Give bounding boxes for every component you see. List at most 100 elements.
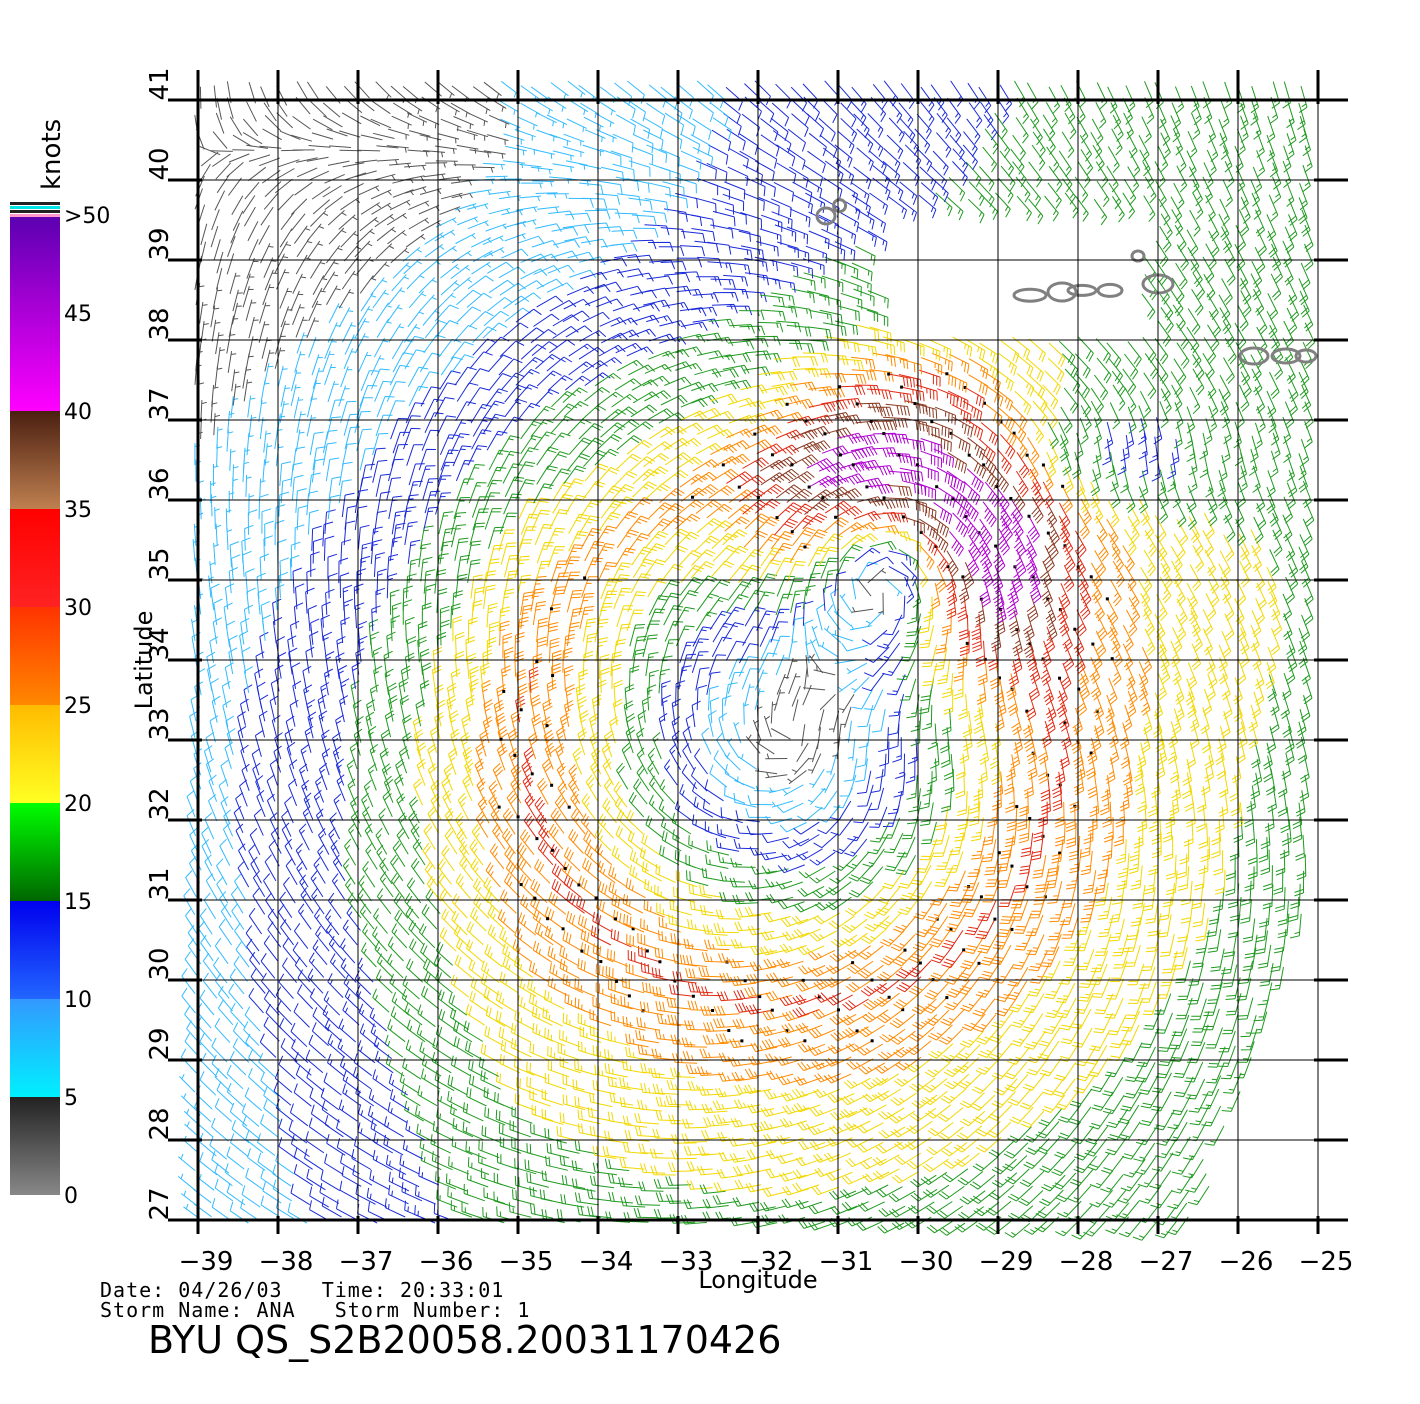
rain-flag-marker [1047,532,1050,535]
wind-barb [502,210,523,215]
wind-barb [808,788,825,805]
wind-barb [729,149,748,169]
wind-barb [1009,994,1030,1013]
wind-barb [819,389,845,398]
wind-barb [265,350,275,372]
wind-barb [358,525,369,549]
wind-barb [728,398,755,407]
wind-barb [1163,883,1175,907]
wind-barb [598,680,607,706]
wind-barb [614,680,623,706]
wind-barb [753,720,761,741]
wind-barb [766,1169,792,1178]
wind-barb [1147,913,1161,936]
wind-barb [900,468,923,481]
wind-barb [247,258,259,279]
wind-barb [217,859,228,885]
wind-barb [582,198,607,208]
wind-barb [547,680,556,706]
wind-barb [1116,839,1126,864]
wind-barb [191,844,201,870]
wind-barb [696,277,721,286]
wind-barb [633,482,657,497]
wind-barb [527,1062,548,1080]
wind-barb [1052,1159,1075,1175]
wind-barb [649,334,676,342]
wind-barb [385,711,394,737]
wind-barb [380,748,389,775]
wind-barb [419,278,437,294]
wind-barb [218,1000,233,1025]
wind-barb [702,728,711,755]
wind-barb [325,174,345,183]
wind-barb [794,903,821,912]
wind-barb [249,317,259,338]
wind-barb [1185,423,1193,449]
wind-barb [772,801,793,807]
rain-flag-marker [498,806,501,809]
wind-barb [393,603,402,628]
wind-barb [892,1172,918,1183]
wind-barb [1026,694,1036,721]
wind-barb [734,777,754,789]
wind-barb [1040,1156,1064,1172]
wind-barb [440,207,461,215]
wind-barb [375,214,394,227]
wind-barb [1225,338,1236,364]
wind-barb [1278,901,1289,925]
wind-barb [214,413,220,435]
wind-barb [366,712,374,738]
wind-barb [834,788,853,808]
wind-barb [450,1008,468,1029]
wind-barb [972,1078,996,1094]
wind-barb [937,487,956,508]
wind-barb [734,1100,760,1109]
wind-barb [857,148,874,171]
wind-barb [1282,673,1291,700]
wind-barb [211,494,216,516]
wind-barb [362,943,377,967]
wind-barb [820,374,845,383]
wind-barb [418,1085,437,1105]
wind-barb [390,537,402,561]
wind-barb [878,1223,904,1233]
wind-barb [696,612,717,631]
wind-barb [1023,711,1033,738]
wind-barb [185,952,198,978]
wind-barb [233,135,252,146]
wind-barb [931,341,951,360]
wind-barb [377,319,392,338]
wind-barb [360,448,375,470]
wind-barb [246,1168,264,1190]
wind-barb [1263,884,1273,909]
wind-barb [190,711,198,738]
wind-barb [775,225,796,242]
wind-barb [517,976,536,996]
wind-barb [847,1138,874,1148]
wind-barb [212,1055,228,1079]
wind-barb [839,212,858,232]
wind-barb [376,82,392,100]
wind-barb [1219,295,1230,321]
wind-barb [555,795,567,821]
wind-barb [419,116,439,129]
wind-barb [887,675,905,695]
wind-barb [958,806,970,830]
wind-barb [1247,786,1256,812]
wind-barb [1241,372,1251,398]
wind-barb [361,203,381,215]
wind-barb [389,324,404,343]
wind-barb [977,721,986,747]
wind-barb [703,925,727,936]
wind-barb [1152,1153,1173,1171]
wind-barb [436,161,458,166]
wind-barb [323,103,340,117]
wind-barb [578,1013,599,1030]
wind-barb [436,1025,454,1046]
wind-barb [659,321,685,329]
wind-barb [862,630,887,645]
wind-barb [889,694,904,716]
wind-barb [489,280,515,292]
rain-flag-marker [808,486,811,489]
wind-barb [1001,341,1019,363]
